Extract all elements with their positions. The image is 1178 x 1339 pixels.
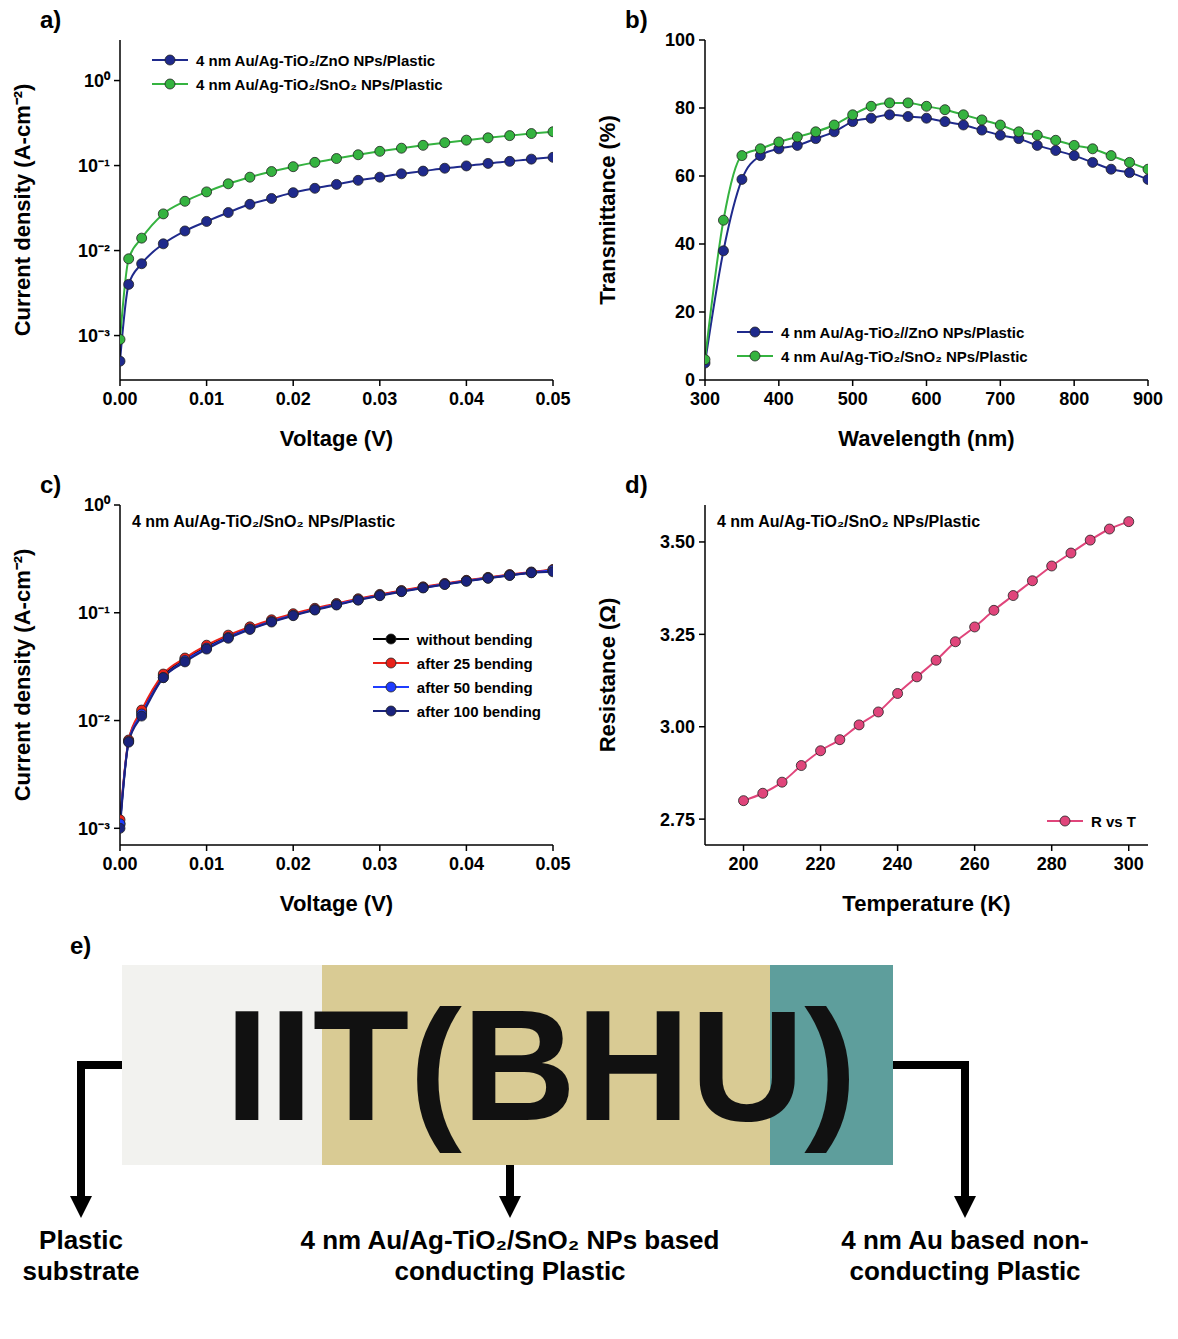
svg-text:0.02: 0.02 bbox=[276, 854, 311, 874]
svg-text:20: 20 bbox=[675, 302, 695, 322]
svg-text:Temperature (K): Temperature (K) bbox=[842, 891, 1010, 916]
html-text:Plastic substrate: Plastic substrate bbox=[22, 1225, 140, 1287]
svg-text:500: 500 bbox=[838, 389, 868, 409]
svg-text:Resistance (Ω): Resistance (Ω) bbox=[595, 598, 620, 753]
svg-text:280: 280 bbox=[1037, 854, 1067, 874]
svg-text:200: 200 bbox=[728, 854, 758, 874]
html-text:after 25 bending: after 25 bending bbox=[416, 654, 533, 672]
svg-text:Current density (A-cm⁻²): Current density (A-cm⁻²) bbox=[10, 549, 35, 802]
svg-text:10⁻²: 10⁻² bbox=[78, 241, 110, 261]
html-text:after 50 bending: after 50 bending bbox=[416, 678, 533, 696]
svg-text:10⁻¹: 10⁻¹ bbox=[78, 603, 110, 623]
html-text:4 nm Au/Ag-TiO₂/SnO₂ NPs/Plast: 4 nm Au/Ag-TiO₂/SnO₂ NPs/Plastic bbox=[717, 513, 981, 530]
html-text:a): a) bbox=[40, 6, 62, 33]
svg-text:240: 240 bbox=[883, 854, 913, 874]
svg-text:3.00: 3.00 bbox=[660, 717, 695, 737]
html-text:4 nm Au based non-conducting P: 4 nm Au based non-conducting Plastic bbox=[841, 1225, 1089, 1287]
svg-text:0.02: 0.02 bbox=[276, 389, 311, 409]
svg-text:Wavelength (nm): Wavelength (nm) bbox=[838, 426, 1014, 451]
html-text:after 100 bending: after 100 bending bbox=[416, 702, 541, 720]
html-text:b): b) bbox=[625, 6, 648, 33]
svg-text:3.25: 3.25 bbox=[660, 625, 695, 645]
svg-text:2.75: 2.75 bbox=[660, 810, 695, 830]
html-text:4 nm Au/Ag-TiO₂//ZnO NPs/Plast: 4 nm Au/Ag-TiO₂//ZnO NPs/Plastic bbox=[781, 323, 1025, 341]
html-text:4 nm Au/Ag-TiO₂/SnO₂ NPs/Plast: 4 nm Au/Ag-TiO₂/SnO₂ NPs/Plastic bbox=[196, 75, 443, 93]
html-text:4 nm Au/Ag-TiO₂/SnO₂ NPs based: 4 nm Au/Ag-TiO₂/SnO₂ NPs based conductin… bbox=[300, 1225, 720, 1287]
svg-text:10⁰: 10⁰ bbox=[84, 71, 111, 91]
svg-text:0.03: 0.03 bbox=[362, 389, 397, 409]
svg-text:10⁰: 10⁰ bbox=[84, 495, 111, 515]
svg-text:80: 80 bbox=[675, 98, 695, 118]
svg-text:220: 220 bbox=[806, 854, 836, 874]
svg-text:260: 260 bbox=[960, 854, 990, 874]
html-text:R vs T: R vs T bbox=[1091, 812, 1136, 830]
svg-text:0.03: 0.03 bbox=[362, 854, 397, 874]
svg-text:0.01: 0.01 bbox=[189, 854, 224, 874]
html-text:4 nm Au/Ag-TiO₂/ZnO NPs/Plasti: 4 nm Au/Ag-TiO₂/ZnO NPs/Plastic bbox=[196, 51, 436, 69]
svg-text:10⁻³: 10⁻³ bbox=[78, 819, 110, 839]
svg-text:0.00: 0.00 bbox=[102, 854, 137, 874]
svg-text:100: 100 bbox=[665, 30, 695, 50]
html-text:d): d) bbox=[625, 471, 648, 498]
svg-text:900: 900 bbox=[1133, 389, 1163, 409]
svg-text:400: 400 bbox=[764, 389, 794, 409]
svg-text:10⁻²: 10⁻² bbox=[78, 711, 110, 731]
html-text:without bending: without bending bbox=[416, 630, 533, 648]
svg-text:600: 600 bbox=[911, 389, 941, 409]
svg-text:700: 700 bbox=[985, 389, 1015, 409]
html-text:e): e) bbox=[70, 932, 92, 959]
html-text:c): c) bbox=[40, 471, 62, 498]
svg-text:60: 60 bbox=[675, 166, 695, 186]
svg-text:0.04: 0.04 bbox=[449, 389, 484, 409]
svg-text:300: 300 bbox=[1114, 854, 1144, 874]
svg-text:300: 300 bbox=[690, 389, 720, 409]
svg-text:0.05: 0.05 bbox=[535, 389, 570, 409]
svg-text:Voltage (V): Voltage (V) bbox=[280, 891, 393, 916]
svg-text:0.05: 0.05 bbox=[535, 854, 570, 874]
svg-text:0.01: 0.01 bbox=[189, 389, 224, 409]
svg-text:0.04: 0.04 bbox=[449, 854, 484, 874]
svg-text:800: 800 bbox=[1059, 389, 1089, 409]
svg-text:3.50: 3.50 bbox=[660, 532, 695, 552]
svg-text:10⁻¹: 10⁻¹ bbox=[78, 156, 110, 176]
html-text:IIT(BHU): IIT(BHU) bbox=[225, 977, 857, 1153]
svg-text:Current density (A-cm⁻²): Current density (A-cm⁻²) bbox=[10, 84, 35, 337]
html-text:4 nm Au/Ag-TiO₂/SnO₂ NPs/Plast: 4 nm Au/Ag-TiO₂/SnO₂ NPs/Plastic bbox=[132, 513, 396, 530]
svg-text:0.00: 0.00 bbox=[102, 389, 137, 409]
svg-text:0: 0 bbox=[685, 370, 695, 390]
svg-text:Voltage (V): Voltage (V) bbox=[280, 426, 393, 451]
svg-text:40: 40 bbox=[675, 234, 695, 254]
html-text:4 nm Au/Ag-TiO₂/SnO₂ NPs/Plast: 4 nm Au/Ag-TiO₂/SnO₂ NPs/Plastic bbox=[781, 347, 1028, 365]
svg-text:Transmittance (%): Transmittance (%) bbox=[595, 115, 620, 305]
svg-text:10⁻³: 10⁻³ bbox=[78, 326, 110, 346]
